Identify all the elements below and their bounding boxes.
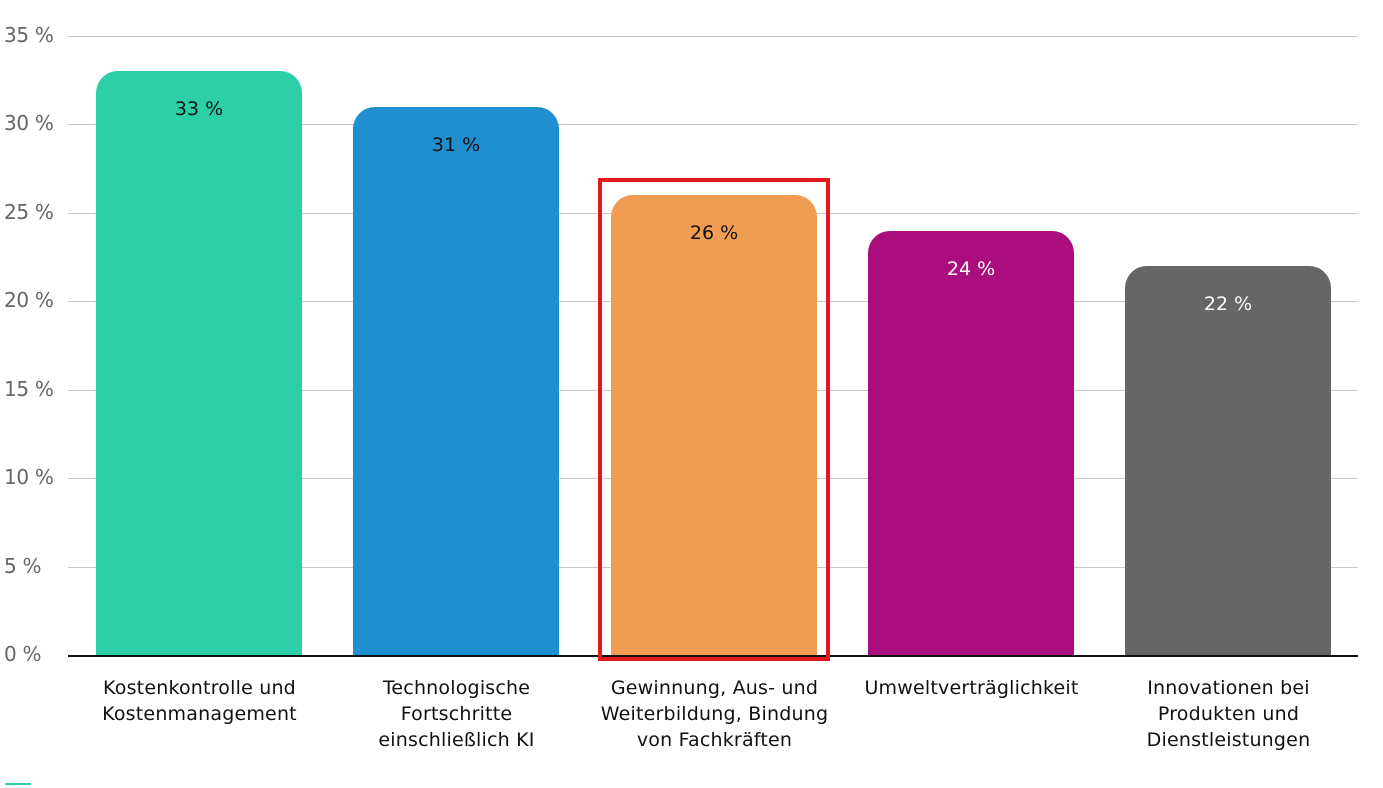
x-category-label-line: Produkten und (1157, 703, 1300, 725)
x-category-label: Umweltverträglichkeit (843, 675, 1100, 701)
bar-value-label: 33 % (174, 98, 224, 120)
gridline (68, 124, 1358, 125)
x-category-label: Innovationen bei Produkten und Dienstleist… (1100, 675, 1357, 753)
bar: 24 % (868, 231, 1074, 655)
x-category-label-line: Fortschritte (400, 703, 513, 725)
x-category-label-line: Gewinnung, Aus- und (610, 677, 819, 699)
y-tick-label: 0 % (4, 642, 42, 666)
x-category-label-line: Kostenkontrolle und (103, 677, 296, 699)
highlight-box (598, 178, 830, 661)
x-category-label: Kostenkontrolle und Kostenmanagement (71, 675, 328, 727)
x-category-label-line: einschließlich KI (378, 729, 535, 751)
y-tick-label: 5 % (4, 554, 42, 578)
x-category-label-line: Kostenmanagement (102, 703, 297, 725)
x-axis-baseline (68, 655, 1358, 657)
x-category-label: Gewinnung, Aus- und Weiterbildung, Bindun… (586, 675, 843, 753)
x-category-label-line: Dienstleistungen (1146, 729, 1311, 751)
bar-value-label: 24 % (946, 258, 996, 280)
x-category-label-line: Weiterbildung, Bindung (600, 703, 829, 725)
bar: 22 % (1125, 266, 1331, 655)
bar: 26 % (611, 195, 817, 655)
x-category-label: Technologische Fortschritte einschließlich… (328, 675, 585, 753)
bar: 31 % (353, 107, 559, 655)
y-tick-label: 25 % (4, 200, 54, 224)
x-category-label-line: von Fachkräften (636, 729, 793, 751)
y-tick-label: 20 % (4, 288, 54, 312)
y-tick-label: 15 % (4, 377, 54, 401)
bar-value-label: 22 % (1203, 293, 1253, 315)
x-category-label-line: Technologische (382, 677, 531, 699)
bar-value-label: 26 % (689, 222, 739, 244)
y-tick-label: 30 % (4, 111, 54, 135)
footer-accent-line (5, 783, 31, 785)
x-category-label-line: Innovationen bei (1147, 677, 1310, 699)
y-tick-label: 35 % (4, 23, 54, 47)
bar-value-label: 31 % (431, 134, 481, 156)
y-tick-label: 10 % (4, 465, 54, 489)
x-category-label-line: Umweltverträglichkeit (864, 677, 1079, 699)
bar: 33 % (96, 71, 302, 655)
gridline (68, 36, 1358, 37)
